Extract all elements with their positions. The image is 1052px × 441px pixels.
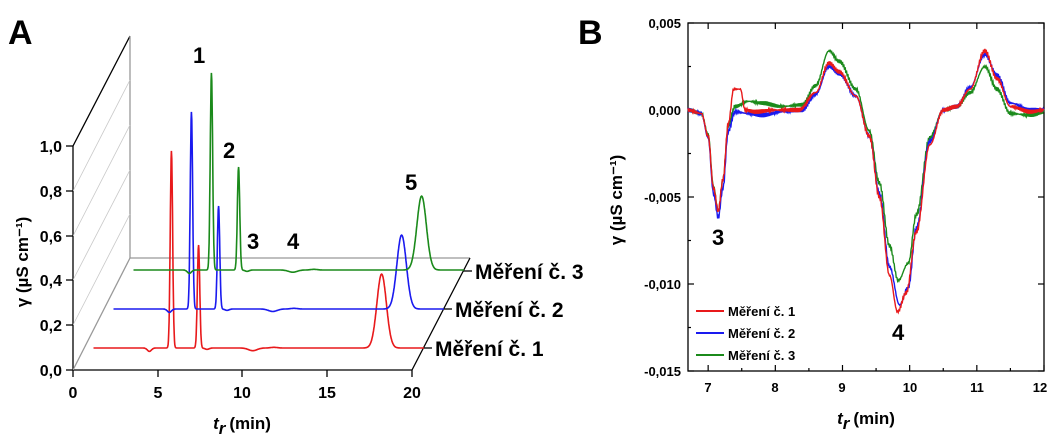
y-tick-label: -0,005: [644, 190, 681, 205]
legend-label-3: Měření č. 3: [728, 348, 795, 363]
trace-m-en-3: [687, 49, 1045, 284]
peak-label-3: 3: [247, 229, 259, 254]
y-tick-label: 0,0: [40, 363, 62, 380]
panel-a-ylabel: γ (µS cm⁻¹): [13, 217, 32, 308]
y-tick-label: 0,4: [40, 273, 62, 290]
panel-a-letter: A: [8, 14, 33, 52]
panel-a-y-ticks: [66, 145, 73, 371]
panel-b-x-ticklabels: 7 8 9 10 11 12: [704, 380, 1047, 395]
peak-label-2: 2: [223, 138, 235, 163]
measurement-label-2: Měření č. 2: [455, 299, 564, 322]
xlabel-main: t: [213, 414, 220, 433]
x-tick-label: 10: [233, 385, 251, 402]
xlabel-unit: (min): [229, 414, 271, 433]
panel-b-xlabel: tr (min): [837, 409, 895, 433]
panel-b-legend: Měření č. 1 Měření č. 2 Měření č. 3: [696, 304, 795, 363]
trace-m-en-3: [133, 72, 464, 275]
xlabel-sub: r: [843, 414, 851, 433]
x-tick-label: 12: [1033, 380, 1047, 395]
xlabel-main: t: [837, 409, 844, 428]
x-tick-label: 5: [154, 385, 163, 402]
x-tick-label: 20: [403, 385, 421, 402]
depth-ticks: [423, 270, 472, 349]
peak-label-4: 4: [892, 320, 905, 345]
panel-a-traces: [93, 72, 464, 353]
right-depth-edge: [411, 257, 471, 371]
x-tick-label: 10: [903, 380, 917, 395]
xlabel-unit: (min): [853, 409, 895, 428]
panel-b-letter: B: [578, 14, 603, 52]
trace-m-en-1: [93, 150, 424, 353]
panel-b-ticks: [688, 22, 1045, 372]
trace-m-en-2: [113, 111, 444, 314]
back-edge-top: [72, 35, 131, 147]
left-depth-edge: [72, 257, 131, 371]
side-grid-line: [72, 169, 131, 281]
legend-label-2: Měření č. 2: [728, 326, 795, 341]
y-tick-label: 1,0: [40, 139, 62, 156]
y-tick-label: 0,005: [648, 16, 681, 31]
panel-a-y-ticklabels: 0,0 0,2 0,4 0,6 0,8 1,0: [40, 139, 62, 380]
panel-b-y-ticklabels: 0,005 0,000 -0,005 -0,010 -0,015: [644, 16, 681, 379]
panel-a: A 0,0 0,2: [8, 14, 584, 438]
y-tick-label: 0,6: [40, 229, 62, 246]
measurement-label-1: Měření č. 1: [435, 338, 544, 361]
x-tick-label: 8: [771, 380, 778, 395]
side-grid-line: [72, 124, 131, 237]
panel-a-xlabel: tr (min): [213, 414, 271, 438]
y-tick-label: 0,2: [40, 318, 62, 335]
panel-a-frame: [72, 35, 471, 371]
side-wall-grid: [72, 79, 131, 326]
y-tick-label: -0,010: [644, 277, 681, 292]
side-grid-line: [72, 79, 131, 192]
x-tick-label: 7: [704, 380, 711, 395]
x-tick-label: 0: [69, 385, 78, 402]
trace-m-en-1: [687, 48, 1045, 315]
x-tick-label: 9: [838, 380, 845, 395]
panel-b: B 0,005 0,000 -0,005 -0,010 -0,015 γ (µS…: [578, 14, 1047, 433]
panel-a-x-ticklabels: 0 5 10 15 20: [69, 385, 421, 402]
y-tick-label: -0,015: [644, 364, 681, 379]
measurement-label-3: Měření č. 3: [475, 261, 584, 284]
peak-label-5: 5: [405, 170, 417, 195]
panel-b-traces: [687, 48, 1045, 315]
panel-b-ylabel: γ (µS cm⁻¹): [607, 155, 626, 246]
x-tick-label: 15: [318, 385, 336, 402]
peak-label-4: 4: [287, 229, 300, 254]
legend-label-1: Měření č. 1: [728, 304, 795, 319]
x-tick-label: 11: [970, 380, 984, 395]
xlabel-sub: r: [219, 419, 227, 438]
peak-label-1: 1: [193, 43, 205, 68]
peak-label-3: 3: [712, 225, 724, 250]
y-tick-label: 0,000: [648, 103, 681, 118]
side-grid-line: [72, 213, 131, 326]
panel-a-x-ticks: [72, 370, 413, 377]
y-tick-label: 0,8: [40, 184, 62, 201]
